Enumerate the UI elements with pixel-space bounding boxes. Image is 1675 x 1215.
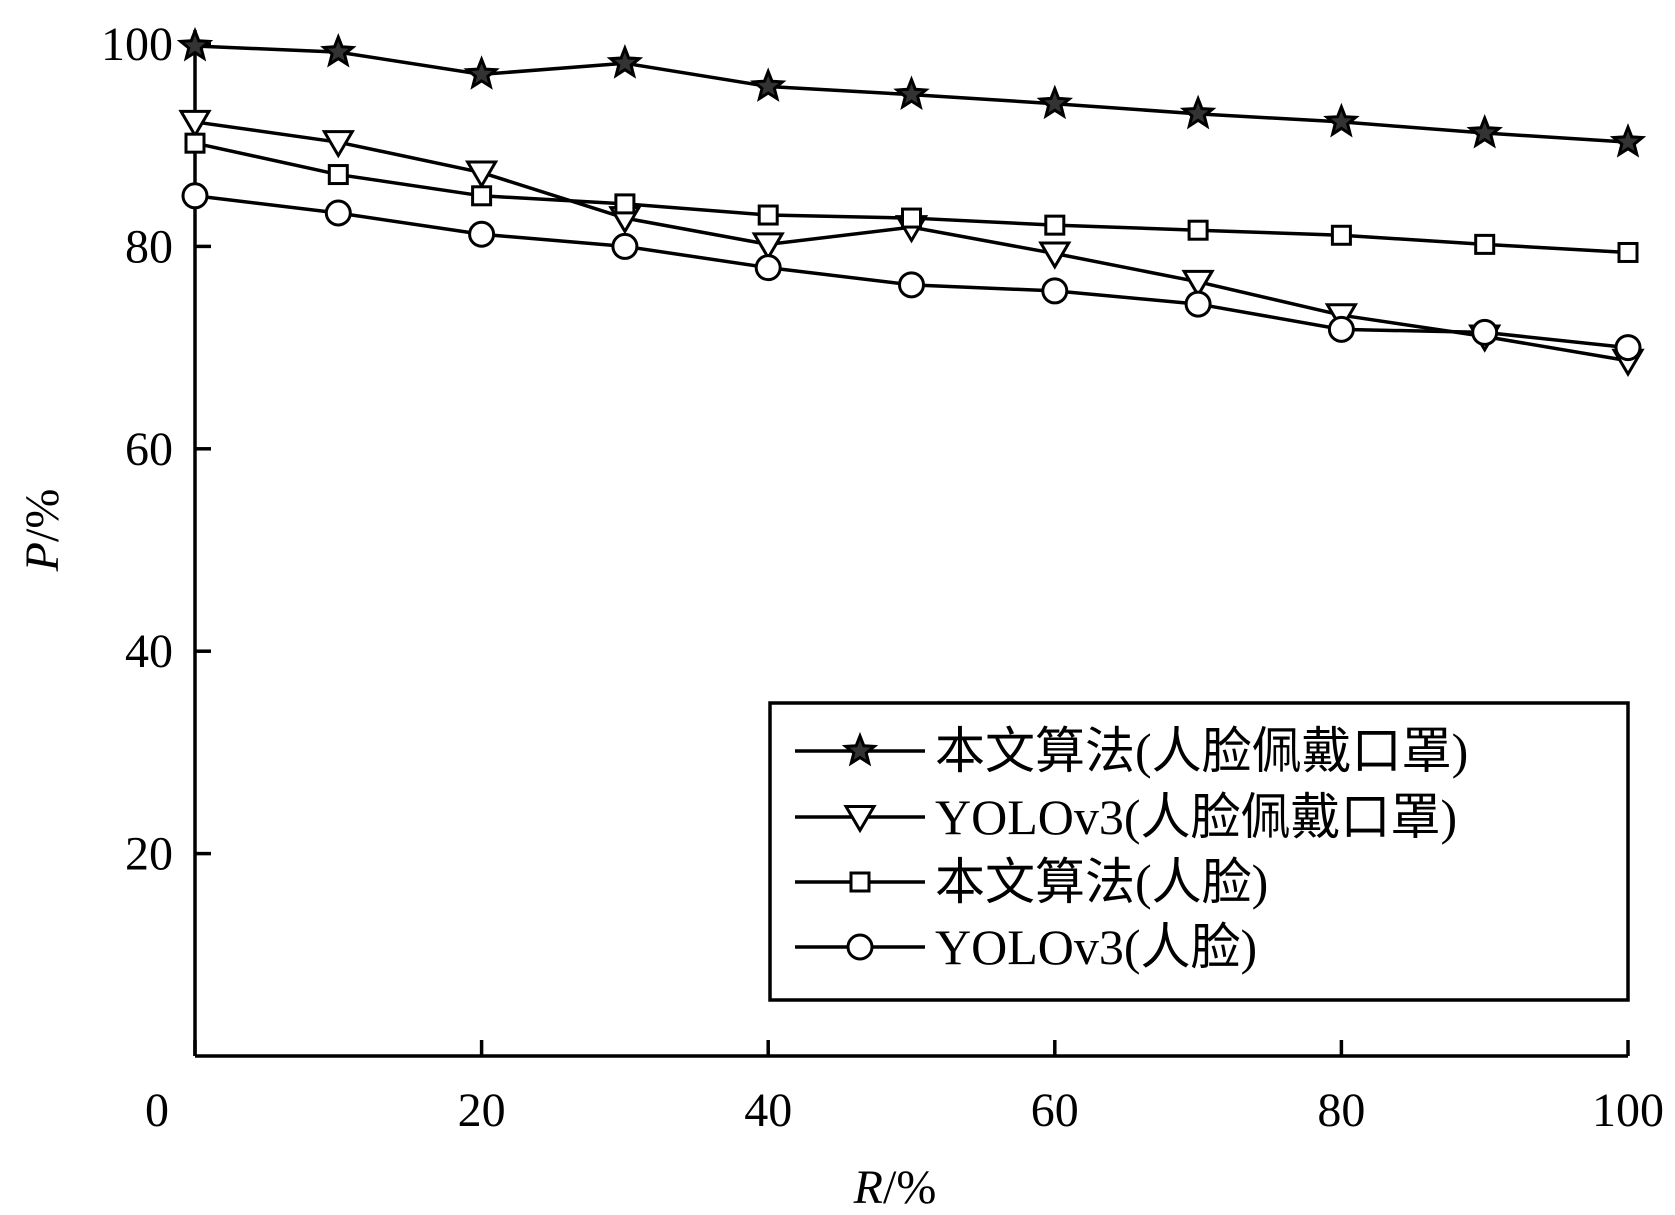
legend-item: 本文算法(人脸佩戴口罩) (795, 723, 1468, 779)
y-tick-label: 40 (125, 625, 173, 678)
data-point-circle (1471, 318, 1499, 346)
legend-items: 本文算法(人脸佩戴口罩) YOLOv3(人脸佩戴口罩) 本文算法(人脸) YOLOv3… (795, 723, 1468, 975)
data-point-circle (611, 232, 639, 260)
legend-marker-square (849, 871, 871, 893)
tick-labels: 0 20 40 60 80 100 20 40 60 80 100 (101, 18, 1664, 1137)
series-square (184, 132, 1639, 263)
data-point-circle (1184, 290, 1212, 318)
legend-marker-star (841, 731, 879, 767)
data-point-star (1466, 113, 1503, 149)
y-tick-label: 100 (101, 18, 173, 71)
legend-label: YOLOv3(人脸佩戴口罩) (935, 789, 1457, 845)
series-star (176, 26, 1647, 158)
data-point-star (463, 55, 500, 90)
data-point-star (606, 44, 644, 79)
data-point-triangle-down (1038, 241, 1072, 270)
series-circle (181, 182, 1642, 362)
x-tick-label: 20 (458, 1084, 506, 1137)
legend-label: 本文算法(人脸) (935, 854, 1268, 910)
series-triangle-down (178, 109, 1645, 378)
data-point-star (1609, 123, 1647, 158)
legend-item: YOLOv3(人脸) (795, 919, 1257, 975)
data-point-circle (324, 199, 352, 227)
x-tick-label: 40 (744, 1084, 792, 1137)
data-point-star (1179, 94, 1217, 130)
data-point-circle (181, 182, 209, 210)
data-point-square (757, 204, 779, 226)
data-point-square (1617, 241, 1639, 263)
data-point-square (1044, 214, 1066, 236)
data-point-triangle-down (751, 232, 785, 261)
y-tick-label: 80 (125, 220, 173, 273)
data-point-star (749, 67, 787, 102)
data-point-circle (1041, 277, 1069, 305)
data-point-triangle-down (464, 160, 499, 189)
data-point-square (1474, 233, 1496, 255)
data-point-square (1187, 219, 1209, 241)
y-tick-label: 20 (125, 828, 173, 881)
data-point-triangle-down (178, 109, 212, 139)
data-point-circle (1614, 334, 1642, 362)
data-point-square (184, 132, 206, 154)
data-point-star (1323, 102, 1360, 138)
data-point-circle (898, 271, 925, 299)
data-point-triangle-down (1181, 269, 1215, 299)
data-point-triangle-down (321, 130, 355, 159)
data-point-square (1330, 224, 1352, 246)
data-point-star (176, 26, 214, 62)
data-point-star (320, 32, 357, 68)
series-layer (176, 26, 1647, 378)
legend: 本文算法(人脸佩戴口罩) YOLOv3(人脸佩戴口罩) 本文算法(人脸) YOLOv3… (768, 701, 1630, 1002)
data-point-circle (754, 254, 782, 282)
legend-label: 本文算法(人脸佩戴口罩) (935, 723, 1468, 779)
x-tick-label: 0 (145, 1084, 169, 1137)
data-point-star (1036, 84, 1074, 120)
legend-label: YOLOv3(人脸) (935, 919, 1257, 975)
data-point-circle (1327, 315, 1355, 343)
x-tick-label: 80 (1317, 1084, 1365, 1137)
data-point-star (893, 75, 930, 111)
x-tick-label: 100 (1592, 1084, 1664, 1137)
x-axis-title: R/% (853, 1161, 937, 1214)
data-point-square (614, 193, 636, 215)
data-point-square (471, 185, 493, 207)
x-tick-label: 60 (1031, 1084, 1079, 1137)
data-point-square (327, 164, 349, 186)
data-point-square (901, 207, 922, 229)
legend-item: YOLOv3(人脸佩戴口罩) (795, 789, 1457, 845)
legend-item: 本文算法(人脸) (795, 854, 1268, 910)
legend-marker-circle (846, 933, 874, 961)
legend-marker-triangle-down (843, 805, 877, 834)
y-tick-label: 60 (125, 423, 173, 476)
data-point-circle (468, 220, 496, 248)
y-axis-title: P/% (16, 489, 69, 573)
